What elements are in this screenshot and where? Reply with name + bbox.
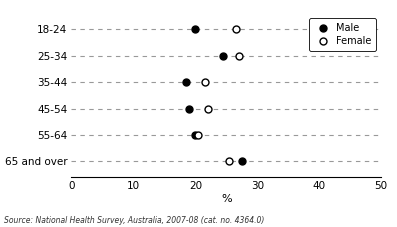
Text: Source: National Health Survey, Australia, 2007-08 (cat. no. 4364.0): Source: National Health Survey, Australi… [4, 216, 264, 225]
X-axis label: %: % [221, 194, 231, 204]
Legend: Male, Female: Male, Female [309, 18, 376, 51]
